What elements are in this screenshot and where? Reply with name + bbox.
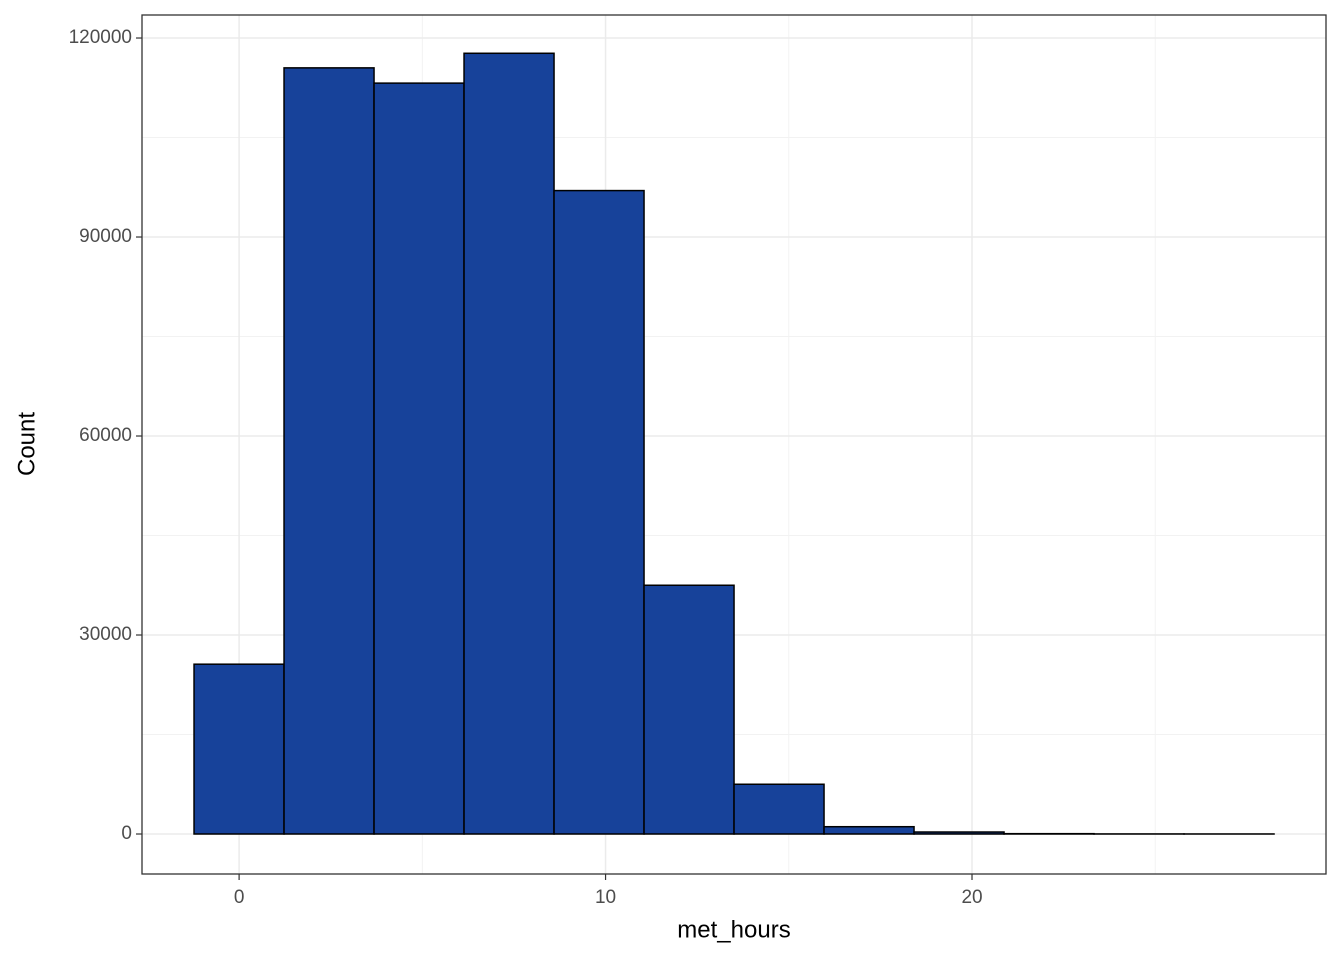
bar [643,584,735,835]
y-tick-label: 0 [121,823,132,844]
bar [913,831,1005,835]
bar [553,189,645,835]
x-tick-label: 10 [595,887,616,908]
bar [733,783,825,835]
y-tick-label: 90000 [79,226,132,247]
x-tick-label: 20 [961,887,982,908]
panel-border [141,14,1327,875]
y-tick-label: 120000 [69,27,132,48]
bar [823,825,915,835]
y-tick-label: 60000 [79,425,132,446]
bar [283,67,375,835]
x-tick-label: 0 [234,887,245,908]
y-axis-title: Count [13,412,40,476]
x-axis-title: met_hours [677,916,790,943]
bar [193,663,285,835]
bar [463,52,555,835]
y-tick-label: 30000 [79,624,132,645]
bar [373,82,465,835]
